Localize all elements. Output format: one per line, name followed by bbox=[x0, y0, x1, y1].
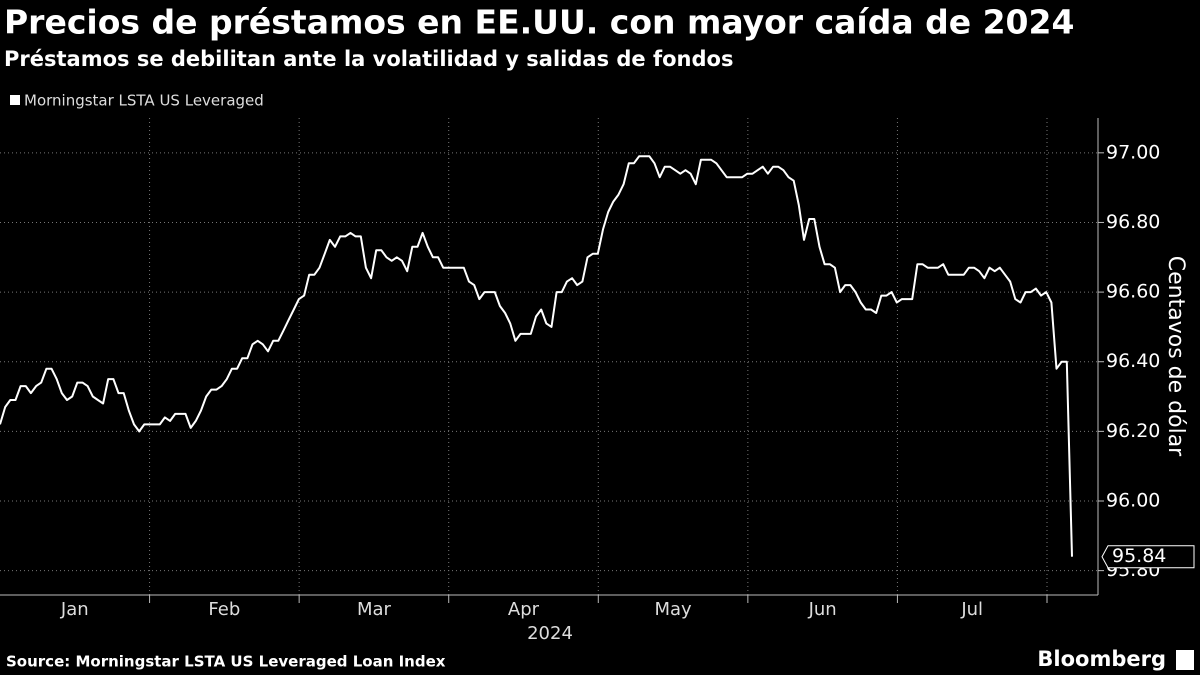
x-tick-label: Jan bbox=[60, 599, 89, 620]
source: Source: Morningstar LSTA US Leveraged Lo… bbox=[6, 653, 446, 671]
chart-title: Precios de préstamos en EE.UU. con mayor… bbox=[4, 3, 1074, 42]
x-tick-label: Mar bbox=[357, 599, 392, 620]
x-year-label: 2024 bbox=[527, 623, 573, 644]
brand: Bloomberg bbox=[1037, 647, 1166, 671]
legend-swatch bbox=[10, 95, 20, 105]
y-axis-label: Centavos de dólar bbox=[1163, 256, 1188, 457]
y-tick-label: 97.00 bbox=[1106, 141, 1160, 163]
y-tick-label: 96.80 bbox=[1106, 211, 1160, 233]
chart-subtitle: Préstamos se debilitan ante la volatilid… bbox=[4, 47, 733, 71]
y-tick-label: 96.20 bbox=[1106, 420, 1160, 442]
y-tick-label: 96.60 bbox=[1106, 281, 1160, 303]
last-value-label: 95.84 bbox=[1112, 545, 1166, 567]
x-tick-label: May bbox=[654, 599, 692, 620]
brand-icon bbox=[1176, 650, 1194, 670]
line bbox=[0, 155, 1073, 557]
x-tick-label: Feb bbox=[208, 599, 240, 620]
legend-label: Morningstar LSTA US Leveraged bbox=[24, 92, 264, 110]
x-tick-label: Jun bbox=[808, 599, 837, 620]
y-tick-label: 96.40 bbox=[1106, 350, 1160, 372]
last-value-box bbox=[1101, 545, 1195, 569]
y-tick-label: 96.00 bbox=[1106, 489, 1160, 511]
x-tick-label: Apr bbox=[508, 599, 540, 620]
x-tick-label: Jul bbox=[960, 599, 983, 620]
